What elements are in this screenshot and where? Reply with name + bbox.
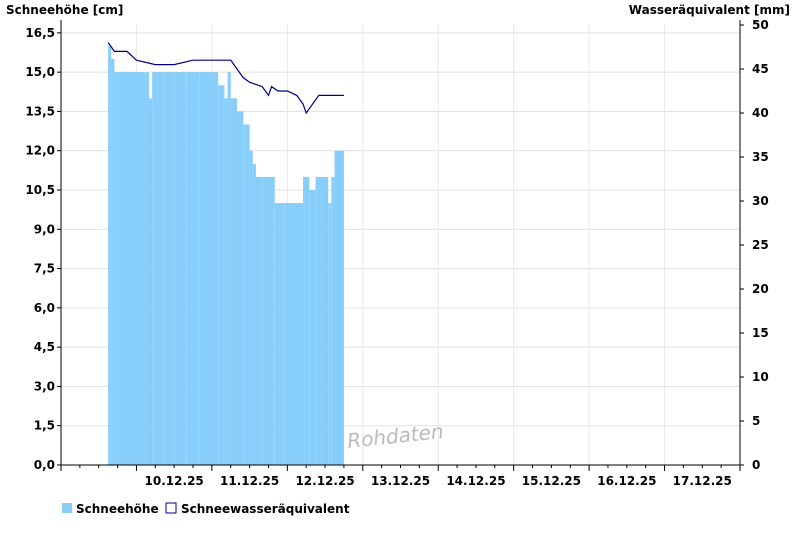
y-axis-left-title: Schneehöhe [cm] <box>6 3 123 17</box>
snow-depth-bar <box>186 72 200 466</box>
snow-depth-bar <box>218 85 225 465</box>
watermark-rohdaten: Rohdaten <box>346 419 445 453</box>
legend-label-water-equivalent: Schneewasseräquivalent <box>181 502 350 516</box>
snow-depth-bar <box>111 59 115 466</box>
x-tick-label: 17.12.25 <box>673 474 732 488</box>
snow-depth-bar <box>303 176 310 465</box>
snow-depth-bar <box>262 176 269 465</box>
snow-depth-bar <box>174 72 187 466</box>
snow-depth-bar <box>230 98 238 465</box>
y-right-tick-label: 50 <box>752 18 769 32</box>
snow-depth-bar <box>274 203 285 465</box>
y-right-tick-label: 10 <box>752 370 769 384</box>
y-left-tick-label: 12,0 <box>25 144 55 158</box>
y-left-tick-label: 9,0 <box>34 222 55 236</box>
y-left-tick-label: 10,5 <box>25 183 55 197</box>
snow-depth-bar <box>199 72 212 466</box>
y-axis-right-title: Wasseräquivalent [mm] <box>629 3 790 17</box>
y-left-tick-label: 7,5 <box>34 262 55 276</box>
snow-depth-bar <box>315 176 322 465</box>
snow-depth-bar <box>227 72 231 466</box>
y-right-tick-label: 25 <box>752 238 769 252</box>
y-right-tick-label: 45 <box>752 62 769 76</box>
snow-depth-bar <box>211 72 219 466</box>
y-right-tick-label: 15 <box>752 326 769 340</box>
y-left-tick-label: 15,0 <box>25 65 55 79</box>
x-tick-label: 10.12.25 <box>145 474 204 488</box>
y-left-tick-label: 3,0 <box>34 379 55 393</box>
snow-depth-bar <box>152 72 165 466</box>
y-right-tick-label: 40 <box>752 106 769 120</box>
x-tick-label: 12.12.25 <box>295 474 354 488</box>
snow-depth-bar <box>284 203 294 465</box>
snow-depth-bars <box>108 45 344 466</box>
x-tick-label: 13.12.25 <box>371 474 430 488</box>
legend-swatch-snow-depth <box>62 503 72 513</box>
y-left-tick-label: 13,5 <box>25 104 55 118</box>
snow-depth-bar <box>321 176 329 465</box>
snow-depth-bar <box>268 176 275 465</box>
y-right-tick-label: 5 <box>752 414 760 428</box>
y-right-tick-label: 20 <box>752 282 769 296</box>
snow-depth-bar <box>114 72 118 466</box>
y-left-tick-label: 6,0 <box>34 301 55 315</box>
y-right-tick-label: 35 <box>752 150 769 164</box>
snow-depth-bar <box>237 111 244 465</box>
snow-depth-bar <box>149 98 153 465</box>
axes: 0,0 1,5 3,0 4,5 6,0 7,5 9,0 10,5 12,0 13,5 15,0 16,… <box>25 18 768 488</box>
x-tick-label: 16.12.25 <box>597 474 656 488</box>
snow-depth-bar <box>108 45 112 465</box>
snow-depth-bar <box>224 98 228 465</box>
y-left-tick-label: 0,0 <box>34 458 55 472</box>
snow-depth-bar <box>117 72 128 466</box>
snow-depth-bar <box>334 150 344 465</box>
snow-depth-bar <box>309 190 316 465</box>
snow-depth-bar <box>145 72 150 466</box>
snow-depth-bar <box>328 203 332 465</box>
y-left-tick-label: 1,5 <box>34 419 55 433</box>
legend-label-snow-depth: Schneehöhe <box>76 502 159 516</box>
snow-depth-bar <box>255 176 263 465</box>
x-tick-label: 14.12.25 <box>446 474 505 488</box>
y-right-tick-label: 30 <box>752 194 769 208</box>
y-right-tick-label: 0 <box>752 458 760 472</box>
snow-depth-bar <box>136 72 146 466</box>
x-tick-label: 15.12.25 <box>522 474 581 488</box>
water-equivalent-series <box>107 42 344 115</box>
x-tick-label: 11.12.25 <box>220 474 279 488</box>
y-left-tick-label: 16,5 <box>25 26 55 40</box>
legend: Schneehöhe Schneewasseräquivalent <box>62 502 350 516</box>
snow-depth-bar <box>293 203 304 465</box>
snow-depth-bar <box>331 176 335 465</box>
y-left-tick-label: 4,5 <box>34 340 55 354</box>
snow-depth-bar <box>252 163 256 466</box>
snow-depth-bar <box>243 124 250 466</box>
legend-swatch-water-equivalent <box>165 502 177 514</box>
snow-depth-bar <box>127 72 137 466</box>
snow-depth-bar <box>249 150 253 465</box>
water-equivalent-line <box>107 42 344 115</box>
snow-depth-bar <box>164 72 175 466</box>
